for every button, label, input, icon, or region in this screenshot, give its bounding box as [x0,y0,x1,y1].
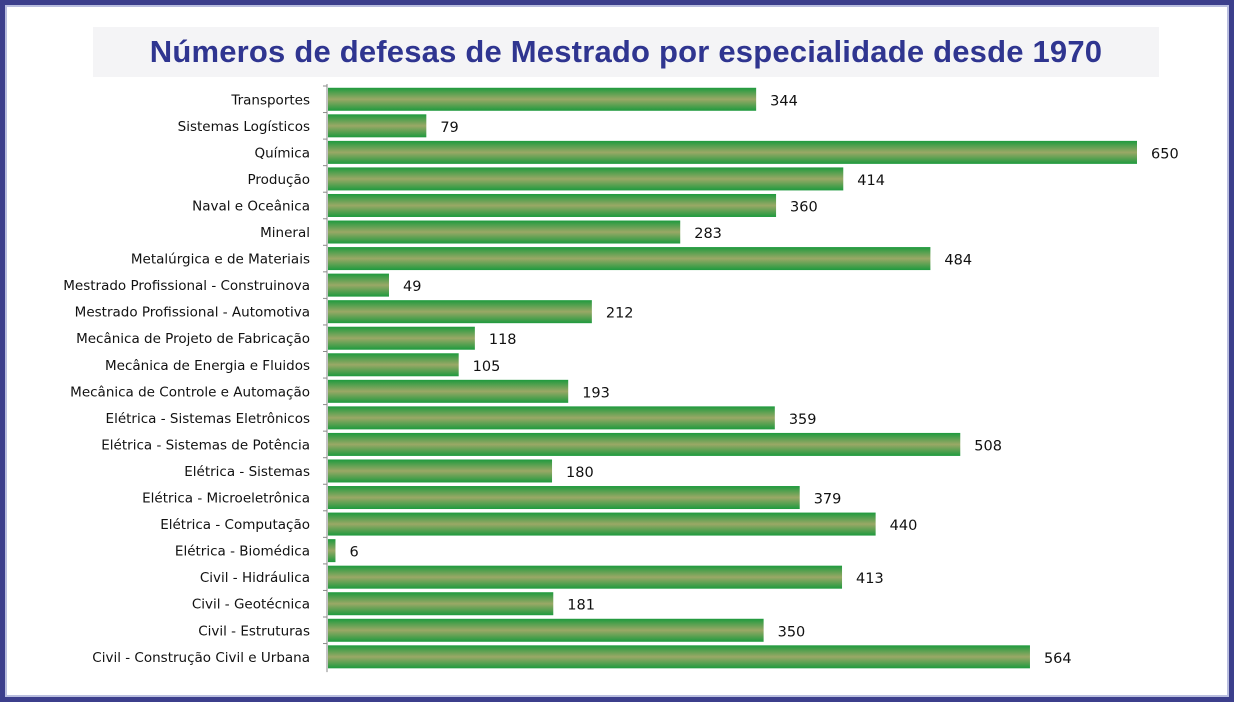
plot-area: Transportes 344 Sistemas Logísticos 79 Quími… [63,84,1179,673]
category-label: Mecânica de Energia e Fluidos [105,358,310,374]
bar [328,87,757,111]
category-label: Naval e Oceânica [192,198,310,214]
data-label: 79 [440,120,458,136]
bar [328,486,800,510]
bar [328,379,569,403]
data-label: 413 [856,571,884,587]
bar [328,459,553,483]
category-label: Civil - Geotécnica [192,597,310,613]
data-label: 484 [944,253,972,269]
data-label: 650 [1151,146,1179,162]
category-label: Mecânica de Controle e Automação [70,384,310,400]
bar [328,326,475,350]
chart-title: Números de defesas de Mestrado por espec… [149,34,1103,69]
data-label: 564 [1044,651,1072,667]
bar [328,645,1030,669]
category-label: Elétrica - Biomédica [175,544,310,560]
data-label: 181 [567,598,595,614]
bar [328,565,843,589]
data-label: 508 [974,438,1002,454]
bar [328,273,389,297]
data-label: 118 [489,332,517,348]
data-label: 359 [789,412,817,428]
data-label: 350 [778,624,806,640]
category-label: Transportes [230,92,310,108]
bar [328,512,876,536]
bar [328,193,777,217]
bar [328,140,1137,164]
data-label: 105 [473,359,501,375]
bar [328,167,844,191]
category-label: Elétrica - Microeletrônica [142,491,310,507]
bar [328,618,764,642]
category-label: Elétrica - Sistemas Eletrônicos [106,411,310,427]
category-label: Química [254,145,310,161]
category-label: Civil - Construção Civil e Urbana [92,650,310,666]
data-label: 212 [606,306,634,322]
bar [328,300,592,324]
category-label: Mestrado Profissional - Automotiva [75,305,310,321]
category-label: Civil - Estruturas [198,623,310,639]
bar [328,114,427,138]
data-label: 379 [814,492,842,508]
category-label: Sistemas Logísticos [178,119,310,135]
data-label: 360 [790,199,818,215]
data-label: 344 [770,93,798,109]
category-label: Metalúrgica e de Materiais [131,252,310,268]
bar [328,220,681,244]
bar [328,432,961,456]
bar [328,539,336,563]
bar [328,247,931,271]
data-label: 180 [566,465,594,481]
category-label: Mecânica de Projeto de Fabricação [76,331,310,347]
category-label: Elétrica - Sistemas [184,464,310,480]
title-bar: Números de defesas de Mestrado por espec… [93,27,1159,77]
bar [328,592,554,616]
category-label: Civil - Hidráulica [200,570,310,586]
data-label: 414 [857,173,885,189]
category-label: Elétrica - Computação [160,517,310,533]
category-label: Mestrado Profissional - Construinova [63,278,310,294]
bar [328,406,775,430]
data-label: 193 [582,385,610,401]
category-label: Elétrica - Sistemas de Potência [101,437,310,453]
data-label: 6 [349,545,358,561]
category-label: Produção [248,172,311,188]
data-label: 49 [403,279,421,295]
data-label: 283 [694,226,722,242]
category-label: Mineral [260,225,310,241]
bar [328,353,459,377]
data-label: 440 [890,518,918,534]
